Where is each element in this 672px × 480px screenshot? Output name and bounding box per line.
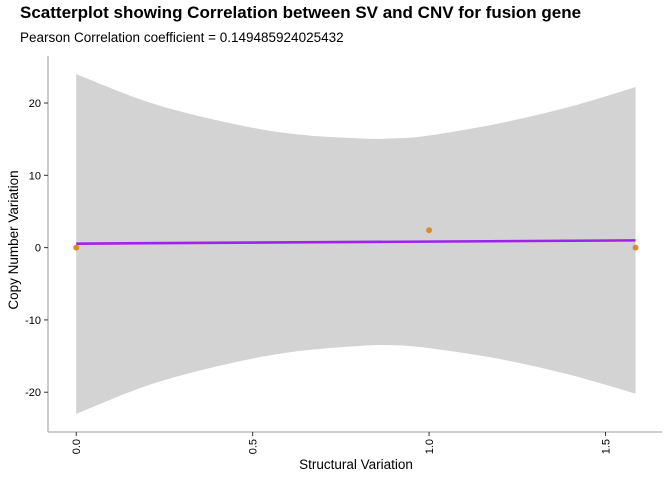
chart-title: Scatterplot showing Correlation between … bbox=[20, 3, 582, 22]
data-points-layer bbox=[73, 227, 639, 251]
chart-subtitle: Pearson Correlation coefficient = 0.1494… bbox=[20, 30, 344, 45]
axes-layer: -20 -10 0 10 20 0.0 0.5 1.0 1.5 bbox=[25, 56, 662, 454]
confidence-band-layer bbox=[76, 74, 636, 414]
confidence-band bbox=[76, 74, 636, 414]
x-tick-label: 1.0 bbox=[424, 439, 436, 454]
data-point-3 bbox=[632, 244, 639, 251]
y-tick-label: 0 bbox=[35, 243, 41, 255]
x-tick-label: 0.5 bbox=[248, 439, 260, 454]
data-point-2 bbox=[426, 227, 433, 234]
y-tick-label: -10 bbox=[25, 315, 41, 327]
data-point-1 bbox=[73, 244, 80, 251]
y-axis-label: Copy Number Variation bbox=[6, 170, 21, 309]
y-tick-label: 10 bbox=[29, 170, 41, 182]
y-tick-label: 20 bbox=[29, 98, 41, 110]
fit-line-layer bbox=[76, 239, 636, 245]
x-axis-label: Structural Variation bbox=[299, 457, 413, 472]
y-tick-label: -20 bbox=[25, 387, 41, 399]
fit-line bbox=[76, 239, 636, 245]
x-tick-label: 1.5 bbox=[601, 439, 613, 454]
x-tick-label: 0.0 bbox=[71, 439, 83, 454]
